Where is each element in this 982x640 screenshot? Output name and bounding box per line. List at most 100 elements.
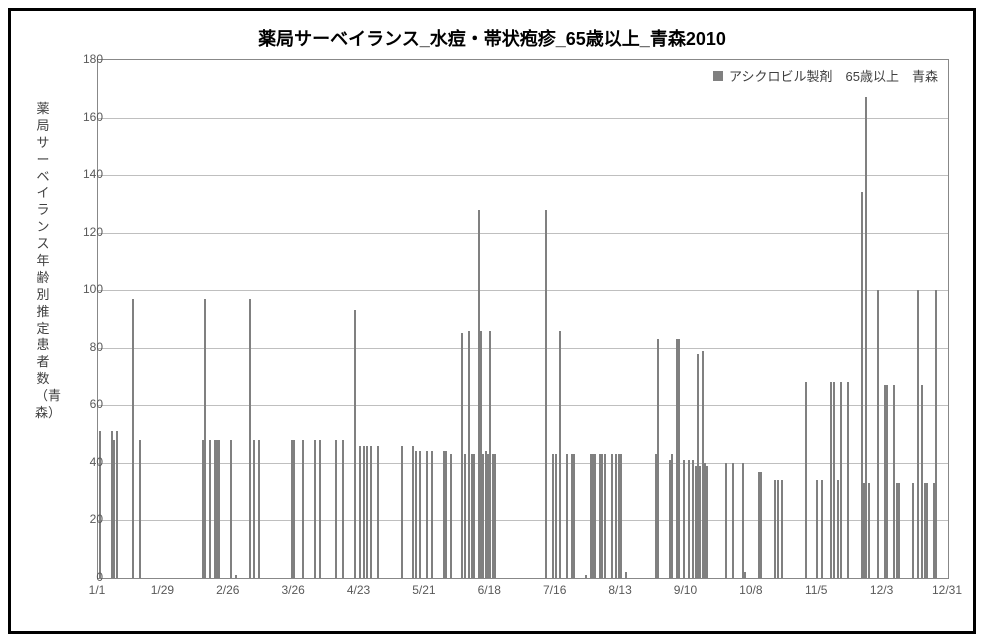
bar bbox=[431, 451, 433, 578]
bar bbox=[415, 451, 417, 578]
y-tick-label: 140 bbox=[63, 167, 103, 181]
y-tick-label: 20 bbox=[63, 512, 103, 526]
x-tick-label: 5/21 bbox=[412, 583, 435, 597]
x-tick-label: 12/31 bbox=[932, 583, 962, 597]
bar bbox=[342, 440, 344, 578]
bar bbox=[293, 440, 295, 578]
gridline bbox=[98, 118, 948, 119]
bar bbox=[445, 451, 447, 578]
bar bbox=[314, 440, 316, 578]
x-tick-label: 1/29 bbox=[151, 583, 174, 597]
bar bbox=[139, 440, 141, 578]
bar bbox=[204, 299, 206, 578]
bar bbox=[777, 480, 779, 578]
gridline bbox=[98, 405, 948, 406]
bar bbox=[426, 451, 428, 578]
bar bbox=[620, 454, 622, 578]
bar bbox=[319, 440, 321, 578]
bar bbox=[760, 472, 762, 578]
bar bbox=[545, 210, 547, 578]
chart-title: 薬局サーベイランス_水痘・帯状疱疹_65歳以上_青森2010 bbox=[11, 25, 973, 51]
legend-label: アシクロビル製剤 65歳以上 青森 bbox=[729, 66, 938, 85]
bar bbox=[744, 572, 746, 578]
bar bbox=[926, 483, 928, 578]
bar bbox=[116, 431, 118, 578]
bar bbox=[370, 446, 372, 578]
bar bbox=[725, 463, 727, 578]
bar bbox=[473, 454, 475, 578]
bar bbox=[253, 440, 255, 578]
x-tick-label: 4/23 bbox=[347, 583, 370, 597]
x-tick-label: 3/26 bbox=[281, 583, 304, 597]
bar bbox=[366, 446, 368, 578]
bar bbox=[354, 310, 356, 578]
x-tick-label: 9/10 bbox=[674, 583, 697, 597]
y-tick-label: 180 bbox=[63, 52, 103, 66]
bar bbox=[230, 440, 232, 578]
bar bbox=[559, 331, 561, 578]
bar bbox=[688, 460, 690, 578]
bar bbox=[840, 382, 842, 578]
bar bbox=[886, 385, 888, 578]
chart-frame: 薬局サーベイランス_水痘・帯状疱疹_65歳以上_青森2010 薬局サーベイランス… bbox=[8, 8, 976, 634]
bar bbox=[611, 454, 613, 578]
gridline bbox=[98, 348, 948, 349]
y-axis-label: 薬局サーベイランス年齢別推定患者数（青森） bbox=[35, 101, 51, 422]
bar bbox=[781, 480, 783, 578]
legend-swatch-icon bbox=[713, 71, 723, 81]
bar bbox=[625, 572, 627, 578]
bar bbox=[732, 463, 734, 578]
bar bbox=[678, 339, 680, 578]
bar bbox=[209, 440, 211, 578]
gridline bbox=[98, 175, 948, 176]
x-tick-label: 1/1 bbox=[89, 583, 106, 597]
x-tick-label: 6/18 bbox=[478, 583, 501, 597]
bar bbox=[821, 480, 823, 578]
bar bbox=[464, 454, 466, 578]
bar bbox=[805, 382, 807, 578]
bar bbox=[742, 463, 744, 578]
bar bbox=[249, 299, 251, 578]
bar bbox=[302, 440, 304, 578]
bar bbox=[494, 454, 496, 578]
x-tick-label: 12/3 bbox=[870, 583, 893, 597]
bar bbox=[377, 446, 379, 578]
y-tick-label: 80 bbox=[63, 340, 103, 354]
bar bbox=[235, 575, 237, 578]
y-tick-label: 40 bbox=[63, 455, 103, 469]
bar bbox=[877, 290, 879, 578]
x-tick-label: 10/8 bbox=[739, 583, 762, 597]
bar bbox=[566, 454, 568, 578]
x-tick-label: 8/13 bbox=[608, 583, 631, 597]
bar bbox=[573, 454, 575, 578]
bar bbox=[816, 480, 818, 578]
bar bbox=[868, 483, 870, 578]
bar bbox=[847, 382, 849, 578]
bar bbox=[359, 446, 361, 578]
bar bbox=[917, 290, 919, 578]
bar bbox=[555, 454, 557, 578]
bar bbox=[683, 460, 685, 578]
gridline bbox=[98, 463, 948, 464]
gridline bbox=[98, 290, 948, 291]
bar bbox=[671, 454, 673, 578]
x-tick-label: 11/5 bbox=[805, 583, 827, 597]
bar bbox=[450, 454, 452, 578]
bar bbox=[912, 483, 914, 578]
y-tick-label: 120 bbox=[63, 225, 103, 239]
bar bbox=[335, 440, 337, 578]
bar bbox=[401, 446, 403, 578]
y-tick-label: 0 bbox=[63, 570, 103, 584]
bar bbox=[833, 382, 835, 578]
bar bbox=[258, 440, 260, 578]
y-tick-label: 100 bbox=[63, 282, 103, 296]
y-tick-label: 160 bbox=[63, 110, 103, 124]
bar bbox=[594, 454, 596, 578]
legend: アシクロビル製剤 65歳以上 青森 bbox=[709, 64, 942, 87]
bar bbox=[604, 454, 606, 578]
bar bbox=[585, 575, 587, 578]
bar bbox=[898, 483, 900, 578]
bar bbox=[218, 440, 220, 578]
y-tick-label: 60 bbox=[63, 397, 103, 411]
gridline bbox=[98, 233, 948, 234]
